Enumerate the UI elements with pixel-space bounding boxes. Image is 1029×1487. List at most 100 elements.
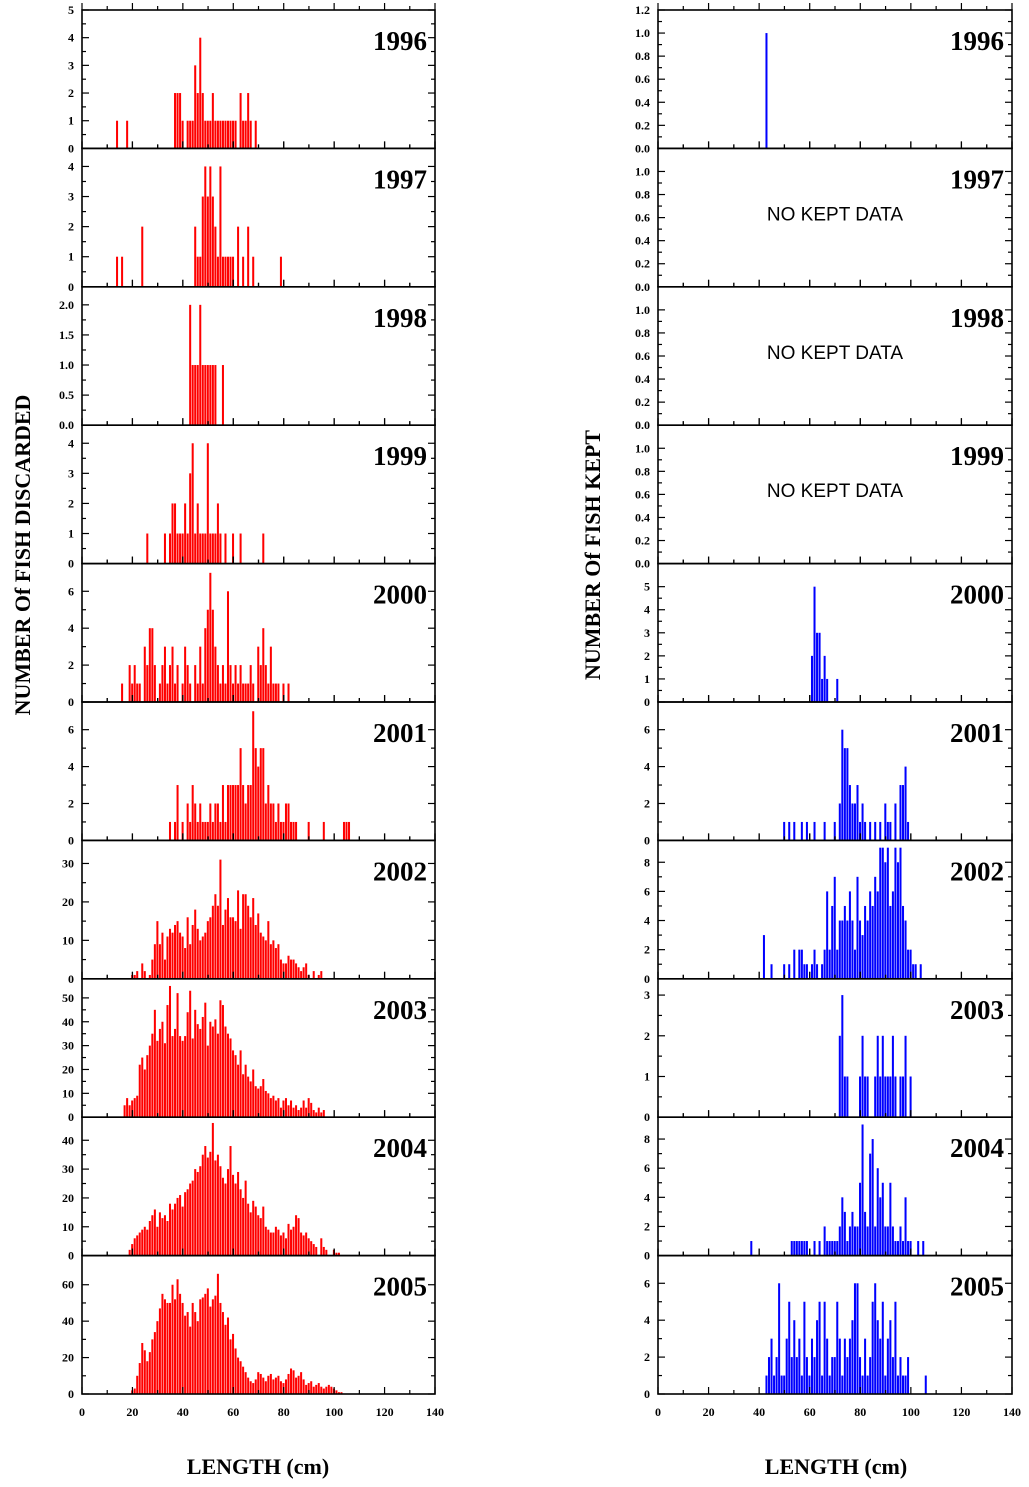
bar <box>902 1375 905 1394</box>
bar <box>244 1372 247 1394</box>
y-tick-label: 4 <box>68 436 74 450</box>
bar <box>780 1375 783 1394</box>
bar <box>290 1100 293 1118</box>
y-tick-label: 0.0 <box>59 418 74 432</box>
y-tick-label: 30 <box>62 856 74 870</box>
bar <box>194 365 197 426</box>
bar <box>216 665 219 702</box>
y-tick-label: 2 <box>68 220 74 234</box>
bar <box>259 932 262 979</box>
bar <box>290 1229 293 1256</box>
bar <box>153 665 156 702</box>
bar <box>179 533 182 564</box>
year-label: 2001 <box>950 718 1004 748</box>
bar <box>176 1279 179 1394</box>
bar <box>237 785 240 841</box>
bar <box>141 963 144 979</box>
bar <box>163 1215 166 1256</box>
bar <box>254 748 257 841</box>
kept-panel-2002: 0 2 4 6 8 2002 <box>644 833 1013 986</box>
bar <box>166 1302 169 1394</box>
bar <box>151 959 154 979</box>
y-tick-label: 2 <box>644 796 650 810</box>
bar <box>823 1226 826 1256</box>
bar <box>242 120 245 149</box>
bar <box>853 1226 856 1256</box>
bar <box>232 256 235 287</box>
discarded-panel-1999: 0 1 2 3 4 1999 <box>68 418 436 571</box>
bar <box>247 93 250 149</box>
y-tick-label: 0.4 <box>635 234 650 248</box>
bar <box>156 1226 159 1256</box>
bar <box>254 120 257 149</box>
bar <box>206 365 209 426</box>
bar <box>138 1064 141 1118</box>
bar <box>234 120 237 149</box>
bar <box>859 1182 862 1256</box>
bar <box>176 993 179 1118</box>
bar <box>864 1338 867 1394</box>
bar <box>257 1215 260 1256</box>
bar <box>327 1384 330 1394</box>
bar <box>879 1076 882 1118</box>
bar <box>884 862 887 979</box>
bar <box>909 1076 912 1118</box>
bar <box>199 1299 202 1394</box>
bar <box>252 898 255 979</box>
bar <box>262 533 265 564</box>
y-tick-label: 1 <box>68 114 74 128</box>
bar <box>229 785 232 841</box>
bar <box>206 921 209 979</box>
bar <box>232 1333 235 1394</box>
bar <box>320 971 323 979</box>
bar <box>290 959 293 979</box>
bar <box>153 1332 156 1394</box>
y-tick-label: 3 <box>68 466 74 480</box>
bar <box>816 1320 819 1394</box>
bar <box>307 1238 310 1256</box>
bar <box>116 120 119 149</box>
year-label: 1997 <box>950 164 1004 194</box>
bar <box>287 1223 290 1256</box>
bar <box>805 964 808 979</box>
bar <box>800 821 803 841</box>
bar <box>902 905 905 979</box>
bar <box>226 1033 229 1118</box>
bar <box>249 785 252 841</box>
bar <box>902 1241 905 1256</box>
bar <box>767 1357 771 1394</box>
bar <box>886 847 889 979</box>
bar <box>168 665 172 702</box>
bar <box>831 1357 834 1394</box>
bar <box>204 1002 207 1118</box>
bar <box>272 1095 275 1118</box>
bar <box>292 1107 295 1118</box>
bar <box>823 1301 826 1394</box>
bar <box>257 913 260 979</box>
bar <box>216 256 219 287</box>
y-tick-label: 1 <box>68 527 74 541</box>
y-tick-label: 1.0 <box>635 303 650 317</box>
bar <box>237 1064 240 1118</box>
y-tick-label: 1.2 <box>635 3 650 17</box>
bar <box>234 1055 237 1118</box>
bar <box>813 586 816 702</box>
bar <box>876 1035 879 1118</box>
bar <box>330 1386 333 1394</box>
bar <box>305 1232 308 1256</box>
bar <box>841 995 844 1118</box>
bar <box>894 1076 897 1118</box>
bar <box>204 628 207 702</box>
bar <box>244 120 247 149</box>
bar <box>199 37 202 149</box>
bar <box>191 443 194 564</box>
bar <box>221 665 224 702</box>
x-tick-label: 0 <box>79 1405 85 1419</box>
bar <box>881 847 884 979</box>
bar <box>272 1379 275 1394</box>
bar <box>237 1171 240 1256</box>
bar <box>891 891 894 979</box>
bar <box>891 1357 894 1394</box>
y-tick-label: 0.4 <box>635 95 650 109</box>
